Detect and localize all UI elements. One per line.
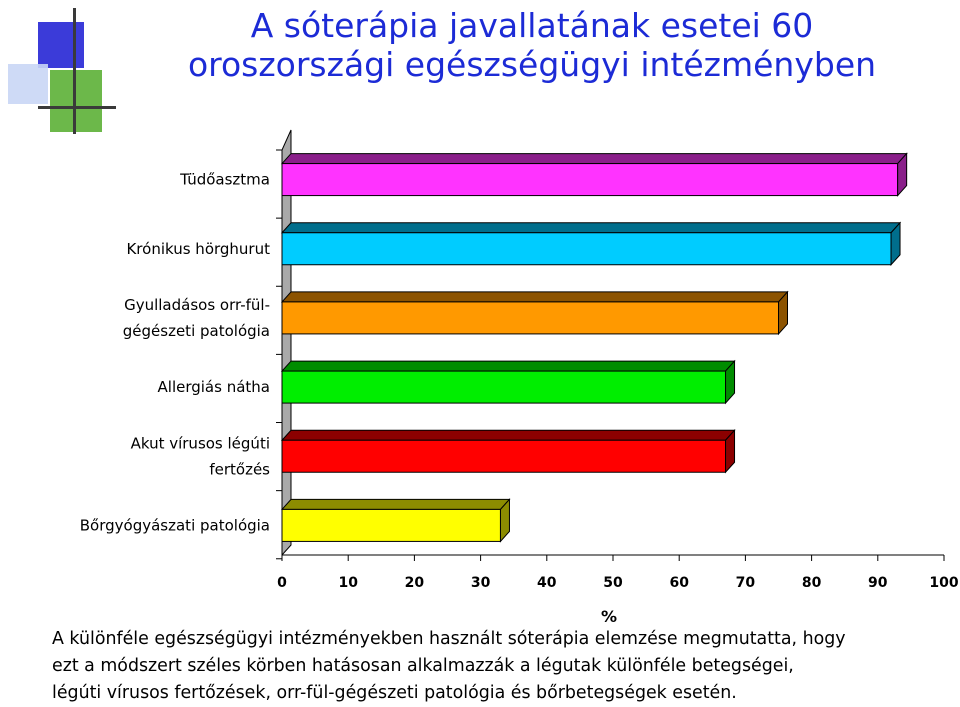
decor-lightblue-square bbox=[8, 64, 48, 104]
category-label: Allergiás nátha bbox=[158, 378, 270, 396]
bar bbox=[280, 428, 736, 474]
decor-horizontal-line bbox=[38, 106, 116, 109]
bar-front bbox=[281, 163, 899, 197]
category-label-line: Krónikus hörghurut bbox=[126, 240, 270, 258]
bar bbox=[280, 498, 511, 543]
bar-side bbox=[499, 498, 510, 543]
x-tick-label: 40 bbox=[537, 575, 557, 591]
x-tick-label: 100 bbox=[929, 575, 958, 591]
bar-top bbox=[280, 429, 736, 441]
title-line-2: oroszországi egészségügyi intézményben bbox=[187, 45, 877, 84]
x-tick-label: 80 bbox=[802, 575, 822, 591]
category-label: Gyulladásos orr-fül-gégészeti patológia bbox=[123, 296, 270, 340]
bar-side bbox=[890, 221, 901, 267]
bar-side bbox=[897, 152, 908, 197]
decor-vertical-line bbox=[73, 8, 76, 134]
bar-front bbox=[281, 232, 892, 266]
category-label-line: gégészeti patológia bbox=[123, 322, 270, 340]
x-tick-label: 10 bbox=[338, 575, 358, 591]
category-label-line: Tüdőasztma bbox=[179, 171, 270, 189]
x-tick-label: 30 bbox=[471, 575, 491, 591]
bar-top bbox=[280, 498, 511, 510]
category-label-line: Bőrgyógyászati patológia bbox=[80, 516, 270, 534]
title-line-1: A sóterápia javallatának esetei 60 bbox=[250, 6, 814, 45]
category-label-line: Akut vírusos légúti bbox=[131, 434, 270, 452]
category-label-line: Gyulladásos orr-fül- bbox=[124, 296, 270, 314]
x-tick-label: 60 bbox=[669, 575, 689, 591]
bar-front bbox=[281, 301, 779, 335]
category-label: Tüdőasztma bbox=[179, 171, 270, 189]
decor-blue-square bbox=[38, 22, 84, 68]
bar-front bbox=[281, 370, 727, 404]
caption: A különféle egészségügyi intézményekben … bbox=[52, 626, 952, 707]
bar bbox=[280, 152, 908, 197]
bar-top bbox=[280, 153, 908, 165]
caption-line-3: légúti vírusos fertőzések, orr-fül-gégés… bbox=[52, 683, 737, 703]
bar-side bbox=[725, 428, 736, 474]
page-title: A sóterápia javallatának esetei 60 orosz… bbox=[112, 6, 952, 84]
category-label: Bőrgyógyászati patológia bbox=[80, 516, 270, 534]
bar-front bbox=[281, 439, 727, 473]
bar-top bbox=[280, 222, 902, 234]
category-label: Akut vírusos légúti fertőzés bbox=[131, 434, 271, 478]
category-label-line: Allergiás nátha bbox=[158, 378, 270, 396]
x-tick-label: 70 bbox=[736, 575, 756, 591]
x-tick-label: 90 bbox=[868, 575, 888, 591]
x-tick-label: 50 bbox=[603, 575, 623, 591]
bar-top bbox=[280, 360, 736, 372]
caption-line-2: ezt a módszert széles körben hatásosan a… bbox=[52, 656, 794, 676]
category-label-line: fertőzés bbox=[209, 460, 270, 478]
caption-line-1: A különféle egészségügyi intézményekben … bbox=[52, 629, 846, 649]
decor-green-square bbox=[50, 70, 102, 132]
bar bbox=[280, 221, 902, 267]
category-label: Krónikus hörghurut bbox=[126, 240, 270, 258]
bar-front bbox=[281, 508, 501, 542]
x-tick-label: 0 bbox=[277, 575, 287, 591]
bar bbox=[280, 290, 789, 336]
x-tick-label: 20 bbox=[405, 575, 425, 591]
bar-side bbox=[778, 290, 788, 336]
bar-side bbox=[725, 359, 736, 405]
x-axis-label: % bbox=[601, 607, 617, 626]
bar bbox=[280, 359, 736, 405]
bar-top bbox=[280, 291, 789, 303]
